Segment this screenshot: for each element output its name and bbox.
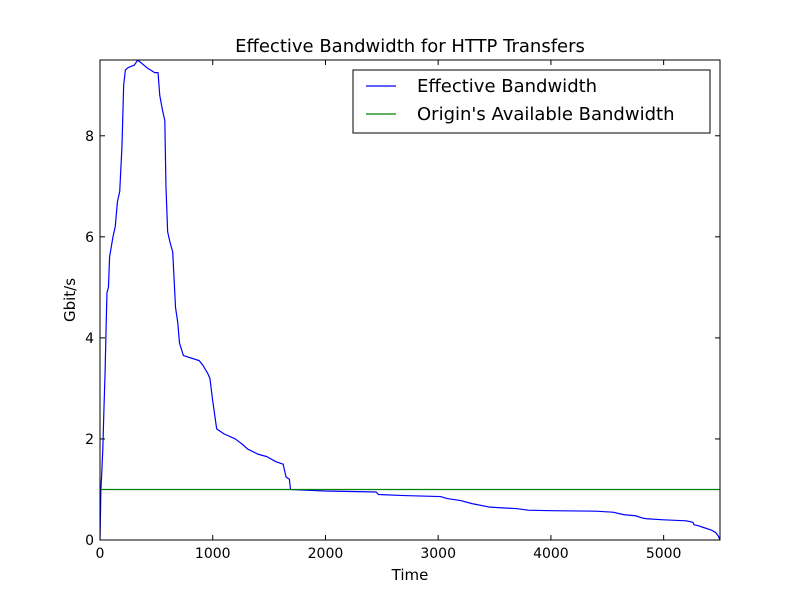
x-tick-label: 3000 <box>420 546 456 562</box>
x-tick-label: 5000 <box>646 546 682 562</box>
y-tick-label: 0 <box>85 533 94 549</box>
legend: Effective Bandwidth Origin's Available Ba… <box>352 69 711 134</box>
legend-label-1: Origin's Available Bandwidth <box>417 104 674 125</box>
x-tick-label: 0 <box>96 546 105 562</box>
x-tick-label: 1000 <box>195 546 231 562</box>
plot-area: 0 1000 2000 3000 4000 5000 0 2 4 6 8 <box>85 59 721 562</box>
series-line-0 <box>100 60 720 540</box>
legend-label-0: Effective Bandwidth <box>417 76 597 97</box>
series-group <box>100 60 720 540</box>
x-tick-label: 4000 <box>533 546 569 562</box>
legend-box <box>352 69 711 134</box>
plot-frame <box>99 59 721 541</box>
y-axis-label: Gbit/s <box>61 278 79 322</box>
chart-title: Effective Bandwidth for HTTP Transfers <box>235 36 585 57</box>
y-tick-label: 8 <box>85 129 94 145</box>
x-tick-label: 2000 <box>308 546 344 562</box>
y-tick-label: 4 <box>85 331 94 347</box>
y-tick-label: 2 <box>85 432 94 448</box>
x-axis-label: Time <box>391 566 429 584</box>
y-tick-label: 6 <box>85 230 94 246</box>
